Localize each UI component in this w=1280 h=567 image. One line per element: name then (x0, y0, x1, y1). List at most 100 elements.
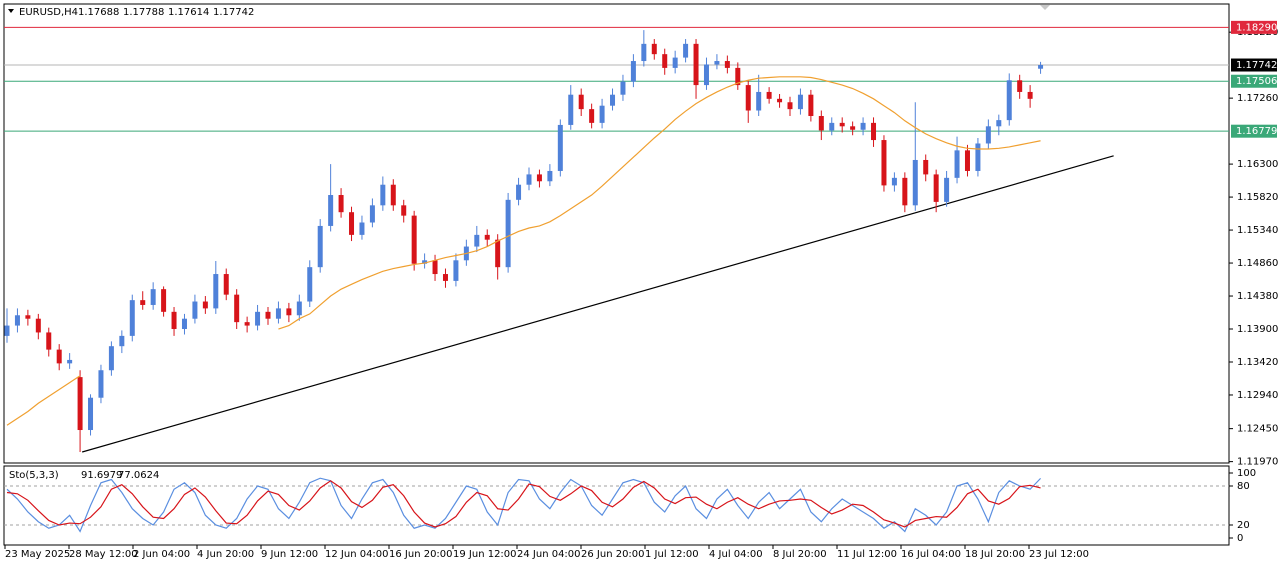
candle-body (35, 318, 41, 333)
x-tick-label: 11 Jul 12:00 (837, 549, 897, 560)
candle-body (349, 212, 355, 235)
candle-body (703, 64, 709, 86)
y-tick-label: 1.14860 (1237, 258, 1278, 269)
candle-body (662, 54, 668, 68)
candle-body (547, 170, 553, 182)
candle-body (1027, 91, 1033, 99)
candle-body (516, 184, 522, 200)
y-tick-label: 1.17260 (1237, 93, 1278, 104)
candle-body (985, 126, 991, 144)
y-tick-label: 1.12940 (1237, 390, 1278, 401)
candle-body (453, 260, 459, 281)
candle-body (46, 332, 52, 350)
candle-body (255, 311, 261, 326)
level-box (1231, 74, 1277, 88)
candle-body (181, 318, 187, 330)
stoch-frame (3, 465, 1230, 546)
candle-body (108, 346, 114, 371)
moving-average (278, 76, 1041, 330)
trendline (82, 155, 1114, 453)
x-tick-label: 2 Jun 04:00 (133, 549, 190, 560)
candle-body (683, 43, 689, 58)
level-label: 1.16779 (1236, 126, 1277, 137)
candle-body (202, 301, 208, 309)
candle-body (641, 43, 647, 62)
candle-body (171, 311, 177, 330)
ohlc-value: 1.17688 (78, 7, 119, 18)
y-tick-label: 1.14380 (1237, 291, 1278, 302)
candle-body (568, 94, 574, 125)
candle-body (25, 315, 31, 319)
candle-body (244, 322, 250, 326)
candle-body (630, 61, 636, 82)
x-tick-label: 23 May 2025 (5, 549, 70, 560)
candle-body (620, 81, 626, 95)
candle-body (192, 301, 198, 319)
y-tick-label: 1.13900 (1237, 324, 1278, 335)
candle-body (881, 140, 887, 186)
candle-body (766, 91, 772, 99)
stoch-tick-label: 100 (1237, 468, 1256, 479)
candle-body (610, 94, 616, 106)
candle-body (98, 370, 104, 398)
candle-body (56, 349, 62, 364)
candle-body (933, 174, 939, 202)
candle-body (307, 267, 313, 302)
ohlc-value: 1.17742 (213, 7, 254, 18)
candle-body (589, 109, 595, 123)
candle-body (996, 120, 1002, 127)
candle-body (411, 215, 417, 264)
candle-body (150, 289, 156, 305)
x-tick-label: 8 Jul 20:00 (773, 549, 827, 560)
x-tick-label: 9 Jun 12:00 (261, 549, 318, 560)
candle-body (944, 177, 950, 202)
candle-body (557, 124, 563, 171)
candle-body (234, 294, 240, 323)
x-tick-label: 1 Jul 12:00 (645, 549, 699, 560)
stoch-d (6, 480, 1041, 528)
stoch-k-value: 91.6979 (81, 470, 122, 481)
candle-body (599, 105, 605, 123)
level-box (1231, 20, 1277, 34)
candle-body (359, 222, 365, 235)
candle-body (693, 43, 699, 86)
stoch-name: Sto(5,3,3) (9, 470, 59, 481)
candle-body (891, 177, 897, 186)
stoch-k (6, 477, 1041, 533)
stoch-tick-label: 20 (1237, 520, 1250, 531)
x-tick-label: 28 May 12:00 (69, 549, 138, 560)
candle-body (526, 174, 532, 185)
candle-body (536, 174, 542, 182)
candle-body (161, 289, 167, 312)
candle-body (923, 159, 929, 175)
candle-body (422, 260, 428, 264)
x-tick-label: 23 Jul 12:00 (1029, 549, 1089, 560)
candle-body (756, 91, 762, 111)
candle-body (369, 205, 375, 223)
candle-body (787, 102, 793, 110)
candle-body (578, 94, 584, 110)
candle-body (223, 274, 229, 295)
shift-marker (1040, 5, 1050, 10)
candle-body (4, 325, 10, 336)
candle-body (672, 57, 678, 68)
candle-body (1017, 80, 1023, 92)
x-tick-label: 19 Jun 12:00 (453, 549, 517, 560)
candle-body (474, 234, 480, 247)
menu-arrow[interactable] (8, 9, 14, 13)
x-tick-label: 16 Jun 20:00 (389, 549, 453, 560)
stoch-tick-label: 0 (1237, 533, 1243, 544)
symbol: EURUSD,H4 (19, 7, 78, 18)
candle-body (495, 239, 501, 268)
candle-body (213, 274, 219, 309)
candle-body (140, 300, 146, 305)
y-tick-label: 1.16300 (1237, 159, 1278, 170)
candle-body (818, 116, 824, 131)
y-tick-label: 1.12450 (1237, 424, 1278, 435)
candle-body (14, 315, 20, 326)
candle-body (860, 122, 866, 130)
candle-body (964, 150, 970, 171)
stoch-tick-label: 80 (1237, 481, 1250, 492)
x-tick-label: 16 Jul 04:00 (901, 549, 961, 560)
